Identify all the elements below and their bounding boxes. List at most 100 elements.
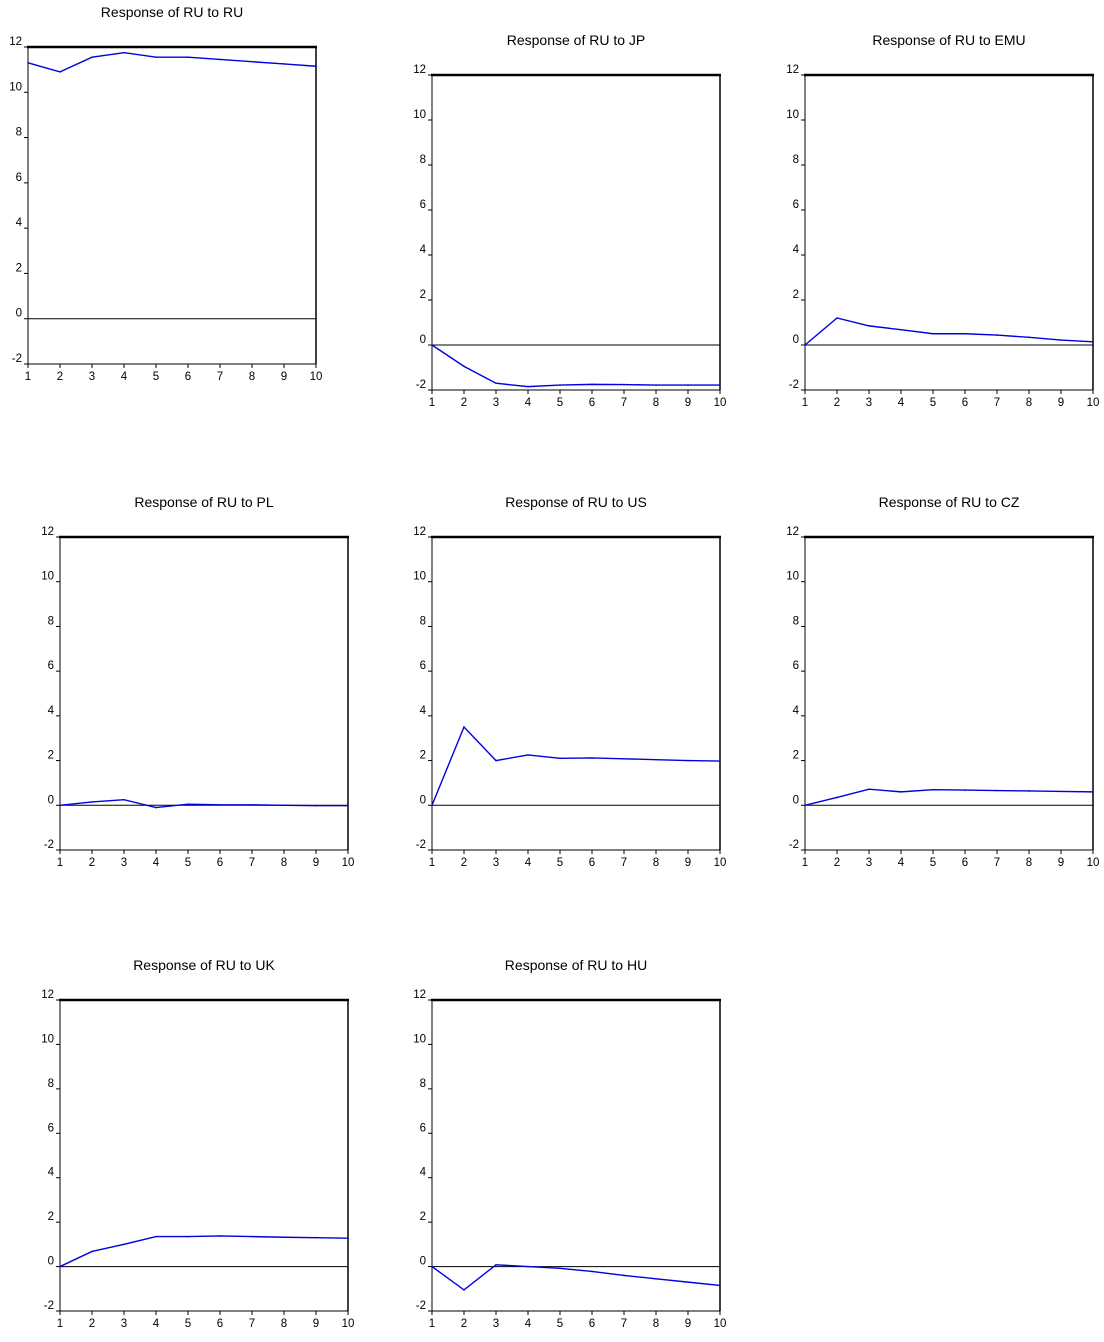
x-tick-label: 1 xyxy=(802,397,808,409)
data-point xyxy=(559,1267,561,1270)
y-tick-label: 6 xyxy=(16,172,22,184)
y-tick-label: 0 xyxy=(793,794,799,806)
y-tick-label: 12 xyxy=(413,526,426,538)
data-point xyxy=(655,384,657,386)
x-tick-label: 9 xyxy=(313,1318,319,1330)
panel-title: Response of RU to UK xyxy=(133,957,275,973)
y-tick-label: 4 xyxy=(420,705,427,717)
x-tick-label: 4 xyxy=(525,1318,532,1330)
data-point xyxy=(463,365,465,368)
y-tick-label: -2 xyxy=(44,839,54,851)
data-point xyxy=(623,383,625,386)
x-tick-label: 5 xyxy=(185,1318,191,1330)
data-point xyxy=(495,382,497,385)
y-tick-label: 8 xyxy=(793,154,799,166)
y-tick-label: 4 xyxy=(793,705,800,717)
data-point xyxy=(187,1235,189,1238)
data-point xyxy=(527,1265,529,1268)
x-tick-label: 9 xyxy=(685,857,691,869)
data-point xyxy=(123,798,125,801)
panel-title: Response of RU to US xyxy=(505,494,647,510)
data-point xyxy=(687,1281,689,1283)
x-tick-label: 8 xyxy=(653,857,659,869)
y-tick-label: -2 xyxy=(789,839,799,851)
x-tick-label: 6 xyxy=(962,397,968,409)
data-point xyxy=(964,789,966,791)
data-point xyxy=(59,1265,61,1268)
x-tick-label: 4 xyxy=(153,1318,160,1330)
data-point xyxy=(527,385,529,388)
data-point xyxy=(219,1235,221,1237)
x-tick-label: 8 xyxy=(1026,397,1032,409)
data-point xyxy=(431,804,433,807)
y-tick-label: 6 xyxy=(793,199,799,211)
series-line xyxy=(59,798,348,809)
series-line xyxy=(804,788,1094,806)
y-tick-label: 8 xyxy=(48,615,54,627)
data-point xyxy=(91,56,93,58)
x-tick-label: 10 xyxy=(342,857,355,869)
x-tick-label: 5 xyxy=(153,371,159,383)
data-point xyxy=(59,804,61,807)
data-point xyxy=(91,1250,93,1253)
data-point xyxy=(964,332,966,335)
x-tick-label: 9 xyxy=(281,371,287,383)
x-tick-label: 6 xyxy=(962,857,968,869)
data-point xyxy=(1028,336,1030,339)
x-tick-label: 10 xyxy=(342,1318,355,1330)
x-tick-label: 9 xyxy=(685,397,691,409)
data-point xyxy=(27,62,29,64)
y-tick-label: 8 xyxy=(420,154,426,166)
y-tick-label: 0 xyxy=(16,308,22,320)
x-tick-label: 6 xyxy=(217,1318,223,1330)
data-point xyxy=(123,51,125,54)
x-tick-label: 5 xyxy=(557,397,563,409)
y-tick-label: 8 xyxy=(420,615,426,627)
data-point xyxy=(187,56,189,58)
data-point xyxy=(655,758,657,761)
x-tick-label: 5 xyxy=(557,1318,563,1330)
data-point xyxy=(932,788,934,791)
panel-title: Response of RU to JP xyxy=(507,32,646,48)
x-tick-label: 4 xyxy=(525,397,532,409)
y-tick-label: 2 xyxy=(420,750,426,762)
x-tick-label: 5 xyxy=(185,857,191,869)
x-tick-label: 9 xyxy=(1058,857,1064,869)
data-point xyxy=(431,344,433,346)
y-tick-label: 12 xyxy=(9,36,22,48)
y-tick-label: 12 xyxy=(41,526,54,538)
x-tick-label: 8 xyxy=(249,371,255,383)
x-tick-label: 1 xyxy=(57,857,63,869)
data-point xyxy=(187,803,189,805)
x-tick-label: 1 xyxy=(25,371,31,383)
data-point xyxy=(687,384,689,386)
y-tick-label: 6 xyxy=(420,660,426,672)
data-point xyxy=(463,1289,465,1291)
x-tick-label: 2 xyxy=(461,1318,467,1330)
data-point xyxy=(347,804,349,807)
x-tick-label: 10 xyxy=(1087,397,1100,409)
y-tick-label: 2 xyxy=(48,750,54,762)
x-tick-label: 1 xyxy=(429,1318,435,1330)
data-point xyxy=(283,804,285,807)
data-point xyxy=(219,58,221,61)
data-point xyxy=(591,757,593,759)
x-tick-label: 1 xyxy=(429,397,435,409)
data-point xyxy=(1060,339,1062,341)
x-tick-label: 10 xyxy=(714,857,727,869)
y-tick-label: 2 xyxy=(420,289,426,301)
y-tick-label: 12 xyxy=(41,989,54,1001)
y-tick-label: 6 xyxy=(48,660,54,672)
x-tick-label: 3 xyxy=(89,371,95,383)
data-point xyxy=(836,796,838,799)
y-tick-label: 2 xyxy=(793,750,799,762)
x-tick-label: 3 xyxy=(493,857,499,869)
x-tick-label: 7 xyxy=(621,857,627,869)
x-tick-label: 8 xyxy=(281,857,287,869)
x-tick-label: 2 xyxy=(834,397,840,409)
data-point xyxy=(251,1235,253,1238)
y-tick-label: 4 xyxy=(16,217,23,229)
